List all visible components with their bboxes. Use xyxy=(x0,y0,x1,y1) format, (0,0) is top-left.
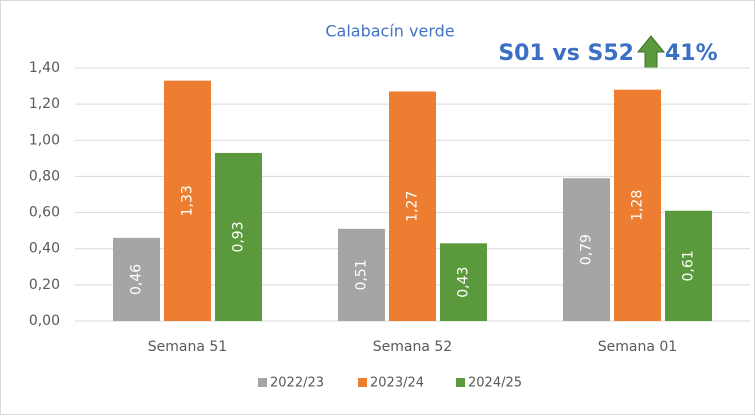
value-label: 0,79 xyxy=(579,234,595,265)
value-label: 1,27 xyxy=(405,191,421,222)
legend-label: 2024/25 xyxy=(468,376,522,391)
bar xyxy=(389,91,436,321)
x-tick-label: Semana 52 xyxy=(373,339,452,355)
y-tick-label: 0,20 xyxy=(29,277,60,293)
value-label: 1,28 xyxy=(630,190,646,221)
y-tick-label: 0,00 xyxy=(29,313,60,329)
bar xyxy=(563,178,610,321)
annotation: 41% xyxy=(665,41,718,66)
legend-swatch xyxy=(358,378,367,387)
x-tick-label: Semana 51 xyxy=(148,339,227,355)
x-tick-label: Semana 01 xyxy=(598,339,677,355)
chart-title: Calabacín verde xyxy=(325,22,454,41)
bar xyxy=(113,237,160,321)
legend-label: 2022/23 xyxy=(270,376,324,391)
bar xyxy=(215,152,262,321)
bar xyxy=(614,89,661,321)
legend-swatch xyxy=(456,378,465,387)
y-tick-label: 1,40 xyxy=(29,60,60,76)
bar xyxy=(440,243,487,321)
y-tick-label: 1,00 xyxy=(29,132,60,148)
value-label: 0,93 xyxy=(231,221,247,252)
y-tick-label: 1,20 xyxy=(29,96,60,112)
y-tick-label: 0,60 xyxy=(29,205,60,221)
value-label: 0,61 xyxy=(681,250,697,281)
annotation: S01 vs S52 xyxy=(498,41,634,66)
value-label: 0,51 xyxy=(354,259,370,290)
legend-label: 2023/24 xyxy=(370,376,424,391)
y-tick-label: 0,40 xyxy=(29,241,60,257)
bar xyxy=(665,210,712,321)
value-label: 0,46 xyxy=(129,264,145,295)
bar xyxy=(164,80,211,322)
y-tick-label: 0,80 xyxy=(29,168,60,184)
legend-swatch xyxy=(258,378,267,387)
value-label: 0,43 xyxy=(456,267,472,298)
value-label: 1,33 xyxy=(180,185,196,216)
bar xyxy=(338,228,385,321)
